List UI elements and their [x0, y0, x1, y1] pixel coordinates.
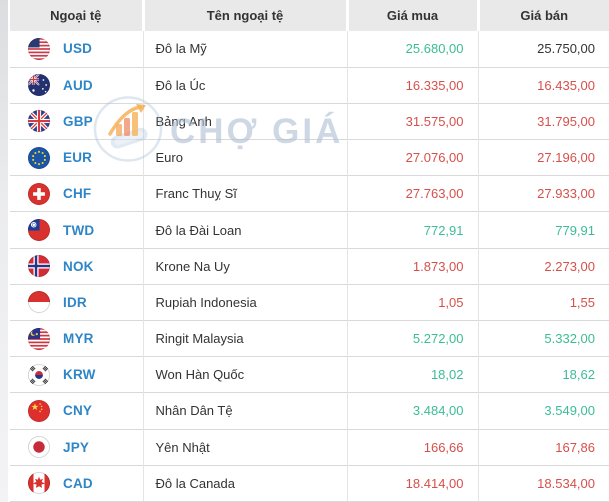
currency-name: Nhân Dân Tệ	[142, 392, 347, 430]
buy-price: 1,05	[346, 283, 478, 321]
currency-cell[interactable]: IDR	[10, 291, 143, 314]
currency-code: AUD	[63, 77, 93, 93]
buy-price: 772,91	[346, 211, 478, 249]
currency-name: Euro	[142, 139, 347, 176]
buy-price: 27.763,00	[346, 175, 478, 212]
table-row-aud: AUD Đô la Úc 16.335,00 16.435,00	[10, 66, 609, 104]
column-header-sell: Giá bán	[476, 0, 609, 31]
eu-flag-icon	[28, 146, 50, 169]
buy-price: 27.076,00	[346, 139, 478, 176]
table-row-usd: USD Đô la Mỹ 25.680,00 25.750,00	[10, 31, 609, 68]
currency-cell[interactable]: KRW	[10, 363, 143, 386]
sell-price: 18,62	[477, 356, 609, 393]
currency-name: Rupiah Indonesia	[142, 283, 347, 321]
sell-price: 2.273,00	[477, 247, 609, 285]
sell-price: 16.435,00	[477, 66, 609, 104]
sell-price: 25.750,00	[477, 31, 609, 68]
currency-code: NOK	[63, 258, 94, 274]
currency-code: EUR	[63, 150, 93, 166]
currency-code: GBP	[63, 113, 93, 129]
currency-cell[interactable]: MYR	[10, 327, 143, 350]
malaysia-flag-icon	[28, 327, 50, 350]
table-row-krw: KRW Won Hàn Quốc 18,02 18,62	[10, 356, 609, 393]
canada-flag-icon	[28, 472, 50, 495]
currency-cell[interactable]: GBP	[10, 110, 143, 133]
buy-price: 31.575,00	[346, 102, 478, 140]
sell-price: 1,55	[477, 283, 609, 321]
table-row-chf: CHF Franc Thuỵ Sĩ 27.763,00 27.933,00	[10, 175, 609, 212]
sell-price: 18.534,00	[477, 464, 609, 502]
table-row-cny: CNY Nhân Dân Tệ 3.484,00 3.549,00	[10, 392, 609, 430]
currency-code: USD	[63, 41, 93, 57]
buy-price: 16.335,00	[346, 66, 478, 104]
currency-name: Đô la Canada	[142, 464, 347, 502]
table-header: Ngoại tệ Tên ngoại tệ Giá mua Giá bán	[10, 0, 609, 31]
currency-name: Krone Na Uy	[142, 247, 347, 285]
currency-code: JPY	[63, 439, 90, 455]
currency-name: Bảng Anh	[142, 102, 347, 140]
buy-price: 18,02	[346, 356, 478, 393]
currency-name: Franc Thuỵ Sĩ	[142, 175, 347, 212]
south-korea-flag-icon	[28, 363, 50, 386]
currency-name: Đô la Mỹ	[142, 31, 347, 68]
currency-cell[interactable]: TWD	[10, 219, 143, 242]
table-row-jpy: JPY Yên Nhật 166,66 167,86	[10, 428, 609, 466]
sell-price: 27.196,00	[477, 139, 609, 176]
buy-price: 1.873,00	[346, 247, 478, 285]
currency-cell[interactable]: CHF	[10, 182, 143, 205]
buy-price: 5.272,00	[346, 319, 478, 357]
currency-cell[interactable]: CNY	[10, 399, 143, 422]
uk-flag-icon	[28, 110, 50, 133]
table-row-eur: EUR Euro 27.076,00 27.196,00	[10, 139, 609, 176]
sell-price: 5.332,00	[477, 319, 609, 357]
sell-price: 167,86	[477, 428, 609, 466]
currency-code: CHF	[63, 186, 92, 202]
sell-price: 779,91	[477, 211, 609, 249]
currency-cell[interactable]: CAD	[10, 472, 143, 495]
australia-flag-icon	[28, 74, 50, 97]
sell-price: 27.933,00	[477, 175, 609, 212]
exchange-rate-table-wrap: Ngoại tệ Tên ngoại tệ Giá mua Giá bán USD Đ…	[10, 0, 609, 502]
japan-flag-icon	[28, 436, 50, 459]
currency-code: IDR	[63, 294, 87, 310]
currency-code: CNY	[63, 403, 93, 419]
china-flag-icon	[28, 399, 50, 422]
taiwan-flag-icon	[28, 219, 50, 242]
table-row-myr: MYR Ringit Malaysia 5.272,00 5.332,00	[10, 319, 609, 357]
currency-cell[interactable]: NOK	[10, 255, 143, 278]
currency-name: Ringit Malaysia	[142, 319, 347, 357]
column-header-name: Tên ngoại tệ	[141, 0, 347, 31]
currency-cell[interactable]: EUR	[10, 146, 143, 169]
exchange-rate-table: Ngoại tệ Tên ngoại tệ Giá mua Giá bán USD Đ…	[10, 0, 609, 502]
currency-cell[interactable]: JPY	[10, 436, 143, 459]
norway-flag-icon	[28, 255, 50, 278]
sell-price: 31.795,00	[477, 102, 609, 140]
sell-price: 3.549,00	[477, 392, 609, 430]
switzerland-flag-icon	[28, 182, 50, 205]
buy-price: 18.414,00	[346, 464, 478, 502]
column-header-currency: Ngoại tệ	[10, 0, 143, 31]
currency-name: Yên Nhật	[142, 428, 347, 466]
table-row-twd: TWD Đô la Đài Loan 772,91 779,91	[10, 211, 609, 249]
buy-price: 166,66	[346, 428, 478, 466]
currency-cell[interactable]: USD	[10, 37, 143, 60]
column-header-buy: Giá mua	[345, 0, 478, 31]
currency-code: CAD	[63, 475, 93, 491]
us-flag-icon	[28, 37, 50, 60]
indonesia-flag-icon	[28, 291, 50, 314]
currency-name: Đô la Đài Loan	[142, 211, 347, 249]
currency-cell[interactable]: AUD	[10, 74, 143, 97]
table-row-idr: IDR Rupiah Indonesia 1,05 1,55	[10, 283, 609, 321]
page-left-gutter	[0, 0, 8, 502]
buy-price: 25.680,00	[346, 31, 478, 68]
currency-name: Won Hàn Quốc	[142, 356, 347, 393]
currency-code: MYR	[63, 331, 94, 347]
buy-price: 3.484,00	[346, 392, 478, 430]
currency-code: KRW	[63, 367, 96, 383]
table-row-nok: NOK Krone Na Uy 1.873,00 2.273,00	[10, 247, 609, 285]
table-row-cad: CAD Đô la Canada 18.414,00 18.534,00	[10, 464, 609, 502]
currency-code: TWD	[63, 222, 95, 238]
table-row-gbp: GBP Bảng Anh 31.575,00 31.795,00	[10, 102, 609, 140]
currency-name: Đô la Úc	[142, 66, 347, 104]
